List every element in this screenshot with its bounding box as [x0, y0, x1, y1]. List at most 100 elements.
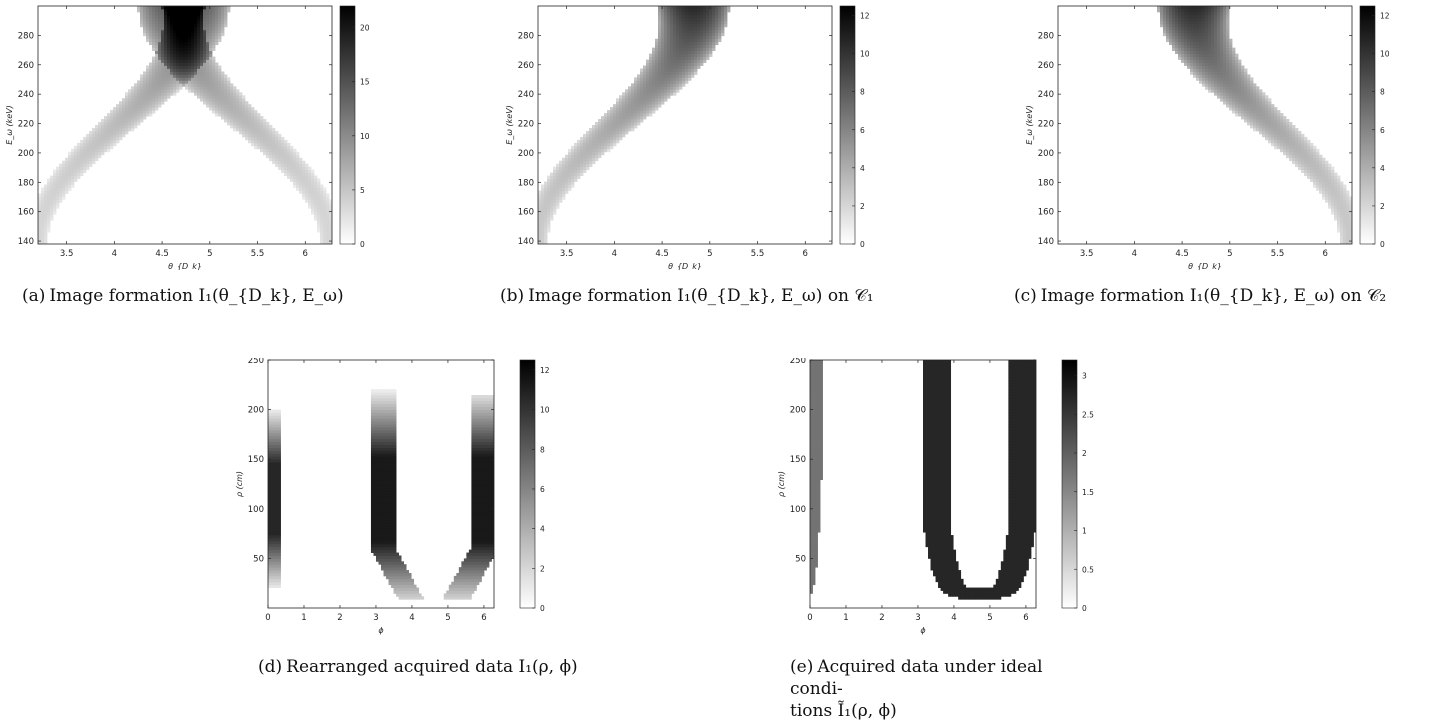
heatmap-cell	[86, 161, 89, 164]
heatmap-cell	[646, 86, 649, 89]
heatmap-cell	[544, 190, 547, 193]
heatmap-cell	[110, 137, 113, 140]
heatmap-cell	[1214, 80, 1217, 83]
heatmap-cell	[661, 74, 664, 77]
heatmap-cell	[1289, 122, 1292, 125]
heatmap-cell	[574, 152, 577, 155]
heatmap-cell	[1220, 60, 1223, 63]
heatmap-cell	[378, 491, 381, 494]
heatmap-cell	[694, 71, 697, 74]
heatmap-cell	[559, 176, 562, 179]
y-tick-label: 220	[1038, 120, 1054, 130]
heatmap-cell	[260, 134, 263, 137]
heatmap-cell	[173, 86, 176, 89]
heatmap-cell	[173, 6, 176, 9]
heatmap-cell	[215, 83, 218, 86]
heatmap-cell	[143, 12, 146, 15]
heatmap-cell	[179, 24, 182, 27]
heatmap-cell	[266, 128, 269, 131]
heatmap-cell	[538, 229, 541, 232]
heatmap-cell	[170, 89, 173, 92]
heatmap-cell	[1313, 155, 1316, 158]
heatmap-cell	[209, 101, 212, 104]
heatmap-cell	[1241, 86, 1244, 89]
heatmap-cell	[152, 15, 155, 18]
heatmap-cell	[161, 98, 164, 101]
heatmap-cell	[143, 86, 146, 89]
heatmap-cell	[257, 146, 260, 149]
heatmap-cell	[268, 497, 271, 500]
heatmap-cell	[268, 494, 271, 497]
heatmap-cell	[547, 229, 550, 232]
heatmap-cell	[634, 86, 637, 89]
heatmap-cell	[1325, 164, 1328, 167]
heatmap-cell	[95, 131, 98, 134]
heatmap-cell	[691, 71, 694, 74]
heatmap-cell	[547, 193, 550, 196]
heatmap-cell	[271, 515, 274, 518]
heatmap-cell	[320, 190, 323, 193]
heatmap-cell	[610, 122, 613, 125]
heatmap-cell	[278, 582, 281, 585]
heatmap-cell	[709, 21, 712, 24]
heatmap-cell	[378, 424, 381, 427]
heatmap-cell	[293, 179, 296, 182]
heatmap-cell	[155, 57, 158, 60]
heatmap-cell	[544, 182, 547, 185]
x-tick-label: 5.5	[751, 249, 765, 259]
heatmap-cell	[1268, 134, 1271, 137]
heatmap-cell	[694, 48, 697, 51]
heatmap-cell	[155, 39, 158, 42]
heatmap-cell	[538, 217, 541, 220]
heatmap-cell	[1301, 149, 1304, 152]
heatmap-cell	[592, 146, 595, 149]
heatmap-cell	[209, 39, 212, 42]
heatmap-cell	[1190, 21, 1193, 24]
heatmap-cell	[200, 63, 203, 66]
heatmap-cell	[173, 83, 176, 86]
heatmap-cell	[1265, 134, 1268, 137]
heatmap-cell	[378, 450, 381, 453]
heatmap-cell	[137, 101, 140, 104]
heatmap-cell	[703, 54, 706, 57]
heatmap-cell	[218, 21, 221, 24]
heatmap-cell	[110, 143, 113, 146]
heatmap-cell	[278, 442, 281, 445]
heatmap-cell	[384, 462, 387, 465]
heatmap-cell	[176, 18, 179, 21]
heatmap-cell	[107, 119, 110, 122]
heatmap-cell	[1256, 89, 1259, 92]
heatmap-cell	[266, 125, 269, 128]
heatmap-cell	[236, 116, 239, 119]
heatmap-cell	[568, 152, 571, 155]
heatmap-cell	[1265, 122, 1268, 125]
heatmap-cell	[209, 66, 212, 69]
heatmap-cell	[164, 42, 167, 45]
heatmap-cell	[1283, 119, 1286, 122]
heatmap-cell	[1184, 12, 1187, 15]
heatmap-cell	[155, 27, 158, 30]
heatmap-cell	[50, 208, 53, 211]
heatmap-cell	[1286, 131, 1289, 134]
heatmap-cell	[1304, 173, 1307, 176]
heatmap-cell	[273, 515, 276, 518]
heatmap-cell	[640, 101, 643, 104]
heatmap-cell	[1220, 74, 1223, 77]
heatmap-cell	[589, 155, 592, 158]
heatmap-cell	[260, 116, 263, 119]
heatmap-cell	[1238, 89, 1241, 92]
x-tick-label: 4	[1132, 249, 1137, 259]
heatmap-cell	[724, 12, 727, 15]
heatmap-cell	[1223, 15, 1226, 18]
heatmap-cell	[98, 134, 101, 137]
heatmap-cell	[1205, 60, 1208, 63]
heatmap-cell	[273, 471, 276, 474]
heatmap-cell	[1178, 27, 1181, 30]
heatmap-cell	[152, 18, 155, 21]
heatmap-cell	[598, 119, 601, 122]
heatmap-cell	[625, 98, 628, 101]
heatmap-cell	[1226, 104, 1229, 107]
heatmap-cell	[384, 564, 387, 567]
heatmap-cell	[661, 80, 664, 83]
heatmap-cell	[625, 131, 628, 134]
